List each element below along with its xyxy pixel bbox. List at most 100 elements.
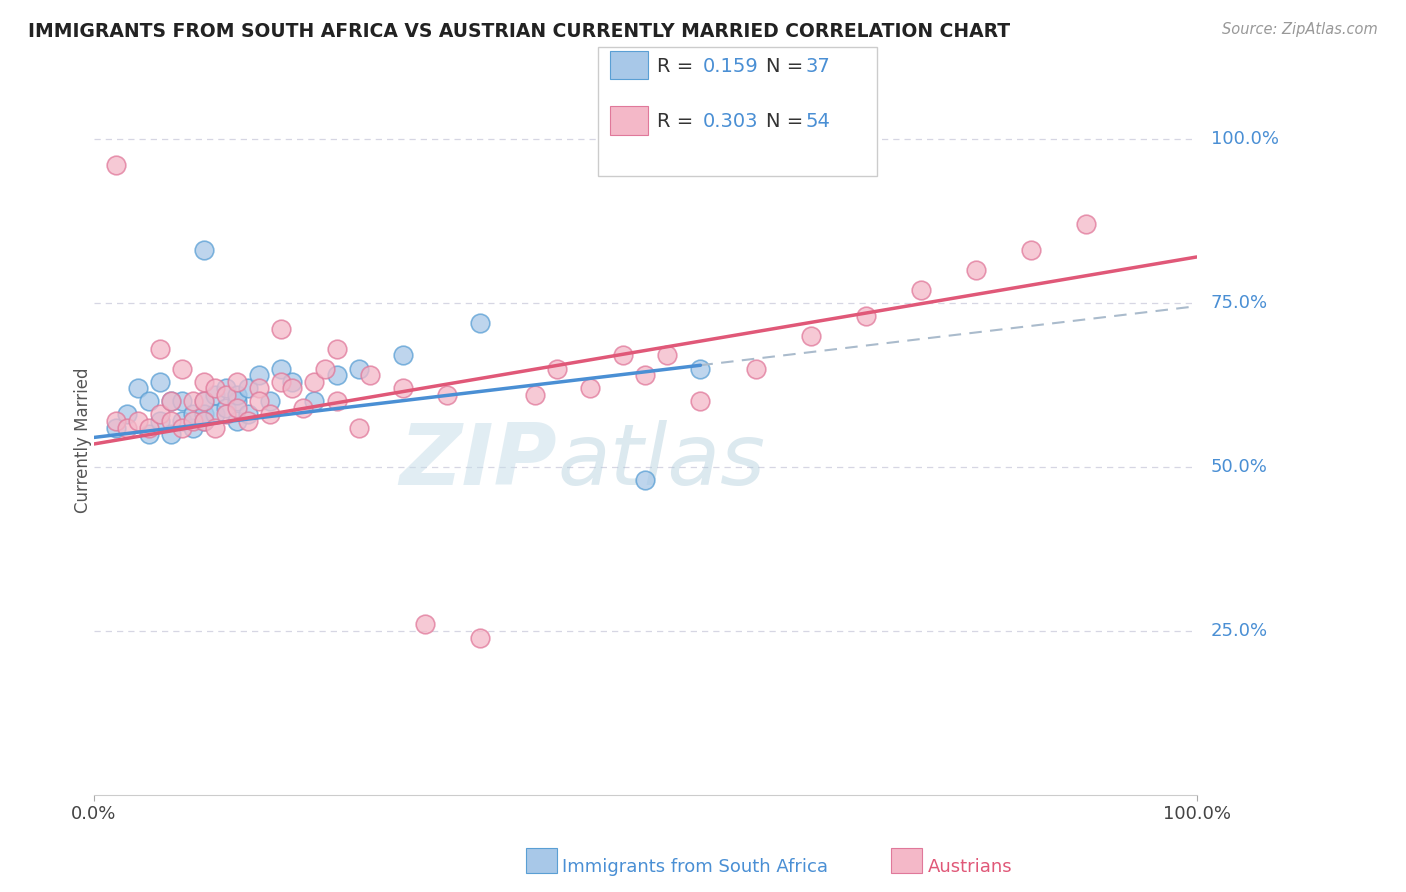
Text: 37: 37 <box>806 56 831 76</box>
Point <box>689 394 711 409</box>
Point <box>193 394 215 409</box>
Point <box>855 309 877 323</box>
Point <box>215 408 238 422</box>
Point <box>193 414 215 428</box>
Point <box>1019 244 1042 258</box>
Point <box>115 420 138 434</box>
Point <box>127 414 149 428</box>
Point <box>149 375 172 389</box>
Point <box>304 394 326 409</box>
Point <box>104 414 127 428</box>
Point <box>181 394 204 409</box>
Point <box>193 408 215 422</box>
Point <box>160 414 183 428</box>
Point <box>226 375 249 389</box>
Point <box>193 414 215 428</box>
Point <box>226 401 249 415</box>
Text: 0.159: 0.159 <box>703 56 759 76</box>
Point <box>160 427 183 442</box>
Point <box>204 388 226 402</box>
Point <box>612 348 634 362</box>
Point <box>149 342 172 356</box>
Point <box>193 394 215 409</box>
Point <box>965 263 987 277</box>
Point <box>204 381 226 395</box>
Point <box>215 401 238 415</box>
Point <box>172 420 194 434</box>
Point <box>347 420 370 434</box>
Point <box>910 283 932 297</box>
Point <box>468 631 491 645</box>
Point <box>193 375 215 389</box>
Text: Immigrants from South Africa: Immigrants from South Africa <box>562 858 828 876</box>
Point <box>238 414 260 428</box>
Text: 75.0%: 75.0% <box>1211 293 1268 312</box>
Point <box>238 381 260 395</box>
Point <box>160 394 183 409</box>
Y-axis label: Currently Married: Currently Married <box>75 368 91 514</box>
Point <box>468 316 491 330</box>
Point <box>657 348 679 362</box>
Point <box>247 394 270 409</box>
Point <box>138 394 160 409</box>
Point <box>181 420 204 434</box>
Point <box>391 348 413 362</box>
Point <box>325 368 347 383</box>
Text: N =: N = <box>766 112 810 131</box>
Point <box>226 388 249 402</box>
Text: 50.0%: 50.0% <box>1211 458 1267 476</box>
Point <box>215 381 238 395</box>
Point <box>172 414 194 428</box>
Point <box>172 394 194 409</box>
Point <box>524 388 547 402</box>
Point <box>579 381 602 395</box>
Text: atlas: atlas <box>557 420 765 503</box>
Point <box>104 420 127 434</box>
Point <box>413 617 436 632</box>
Point <box>215 388 238 402</box>
Point <box>281 375 304 389</box>
Point <box>149 408 172 422</box>
Point <box>138 420 160 434</box>
Point <box>204 420 226 434</box>
Point <box>315 361 337 376</box>
Point <box>325 394 347 409</box>
Point <box>292 401 315 415</box>
Point <box>1076 217 1098 231</box>
Point <box>181 408 204 422</box>
Point <box>181 414 204 428</box>
Point <box>634 473 657 487</box>
Text: IMMIGRANTS FROM SOUTH AFRICA VS AUSTRIAN CURRENTLY MARRIED CORRELATION CHART: IMMIGRANTS FROM SOUTH AFRICA VS AUSTRIAN… <box>28 22 1011 41</box>
Point <box>259 394 281 409</box>
Text: Source: ZipAtlas.com: Source: ZipAtlas.com <box>1222 22 1378 37</box>
Point <box>270 375 292 389</box>
Text: 0.303: 0.303 <box>703 112 758 131</box>
Point <box>391 381 413 395</box>
Point <box>800 328 823 343</box>
Point <box>259 408 281 422</box>
Text: ZIP: ZIP <box>399 420 557 503</box>
Point <box>115 408 138 422</box>
Point <box>247 381 270 395</box>
Point <box>546 361 568 376</box>
Point <box>744 361 766 376</box>
Point <box>247 368 270 383</box>
Point <box>325 342 347 356</box>
Point <box>436 388 458 402</box>
Point <box>226 394 249 409</box>
Point <box>304 375 326 389</box>
Text: N =: N = <box>766 56 810 76</box>
Point <box>104 158 127 172</box>
Text: Austrians: Austrians <box>928 858 1012 876</box>
Text: 54: 54 <box>806 112 831 131</box>
Point <box>270 361 292 376</box>
Point <box>172 361 194 376</box>
Point <box>149 414 172 428</box>
Point <box>138 427 160 442</box>
Text: 100.0%: 100.0% <box>1211 130 1278 148</box>
Point <box>689 361 711 376</box>
Text: R =: R = <box>657 56 699 76</box>
Point <box>127 381 149 395</box>
Text: 25.0%: 25.0% <box>1211 622 1268 640</box>
Point <box>347 361 370 376</box>
